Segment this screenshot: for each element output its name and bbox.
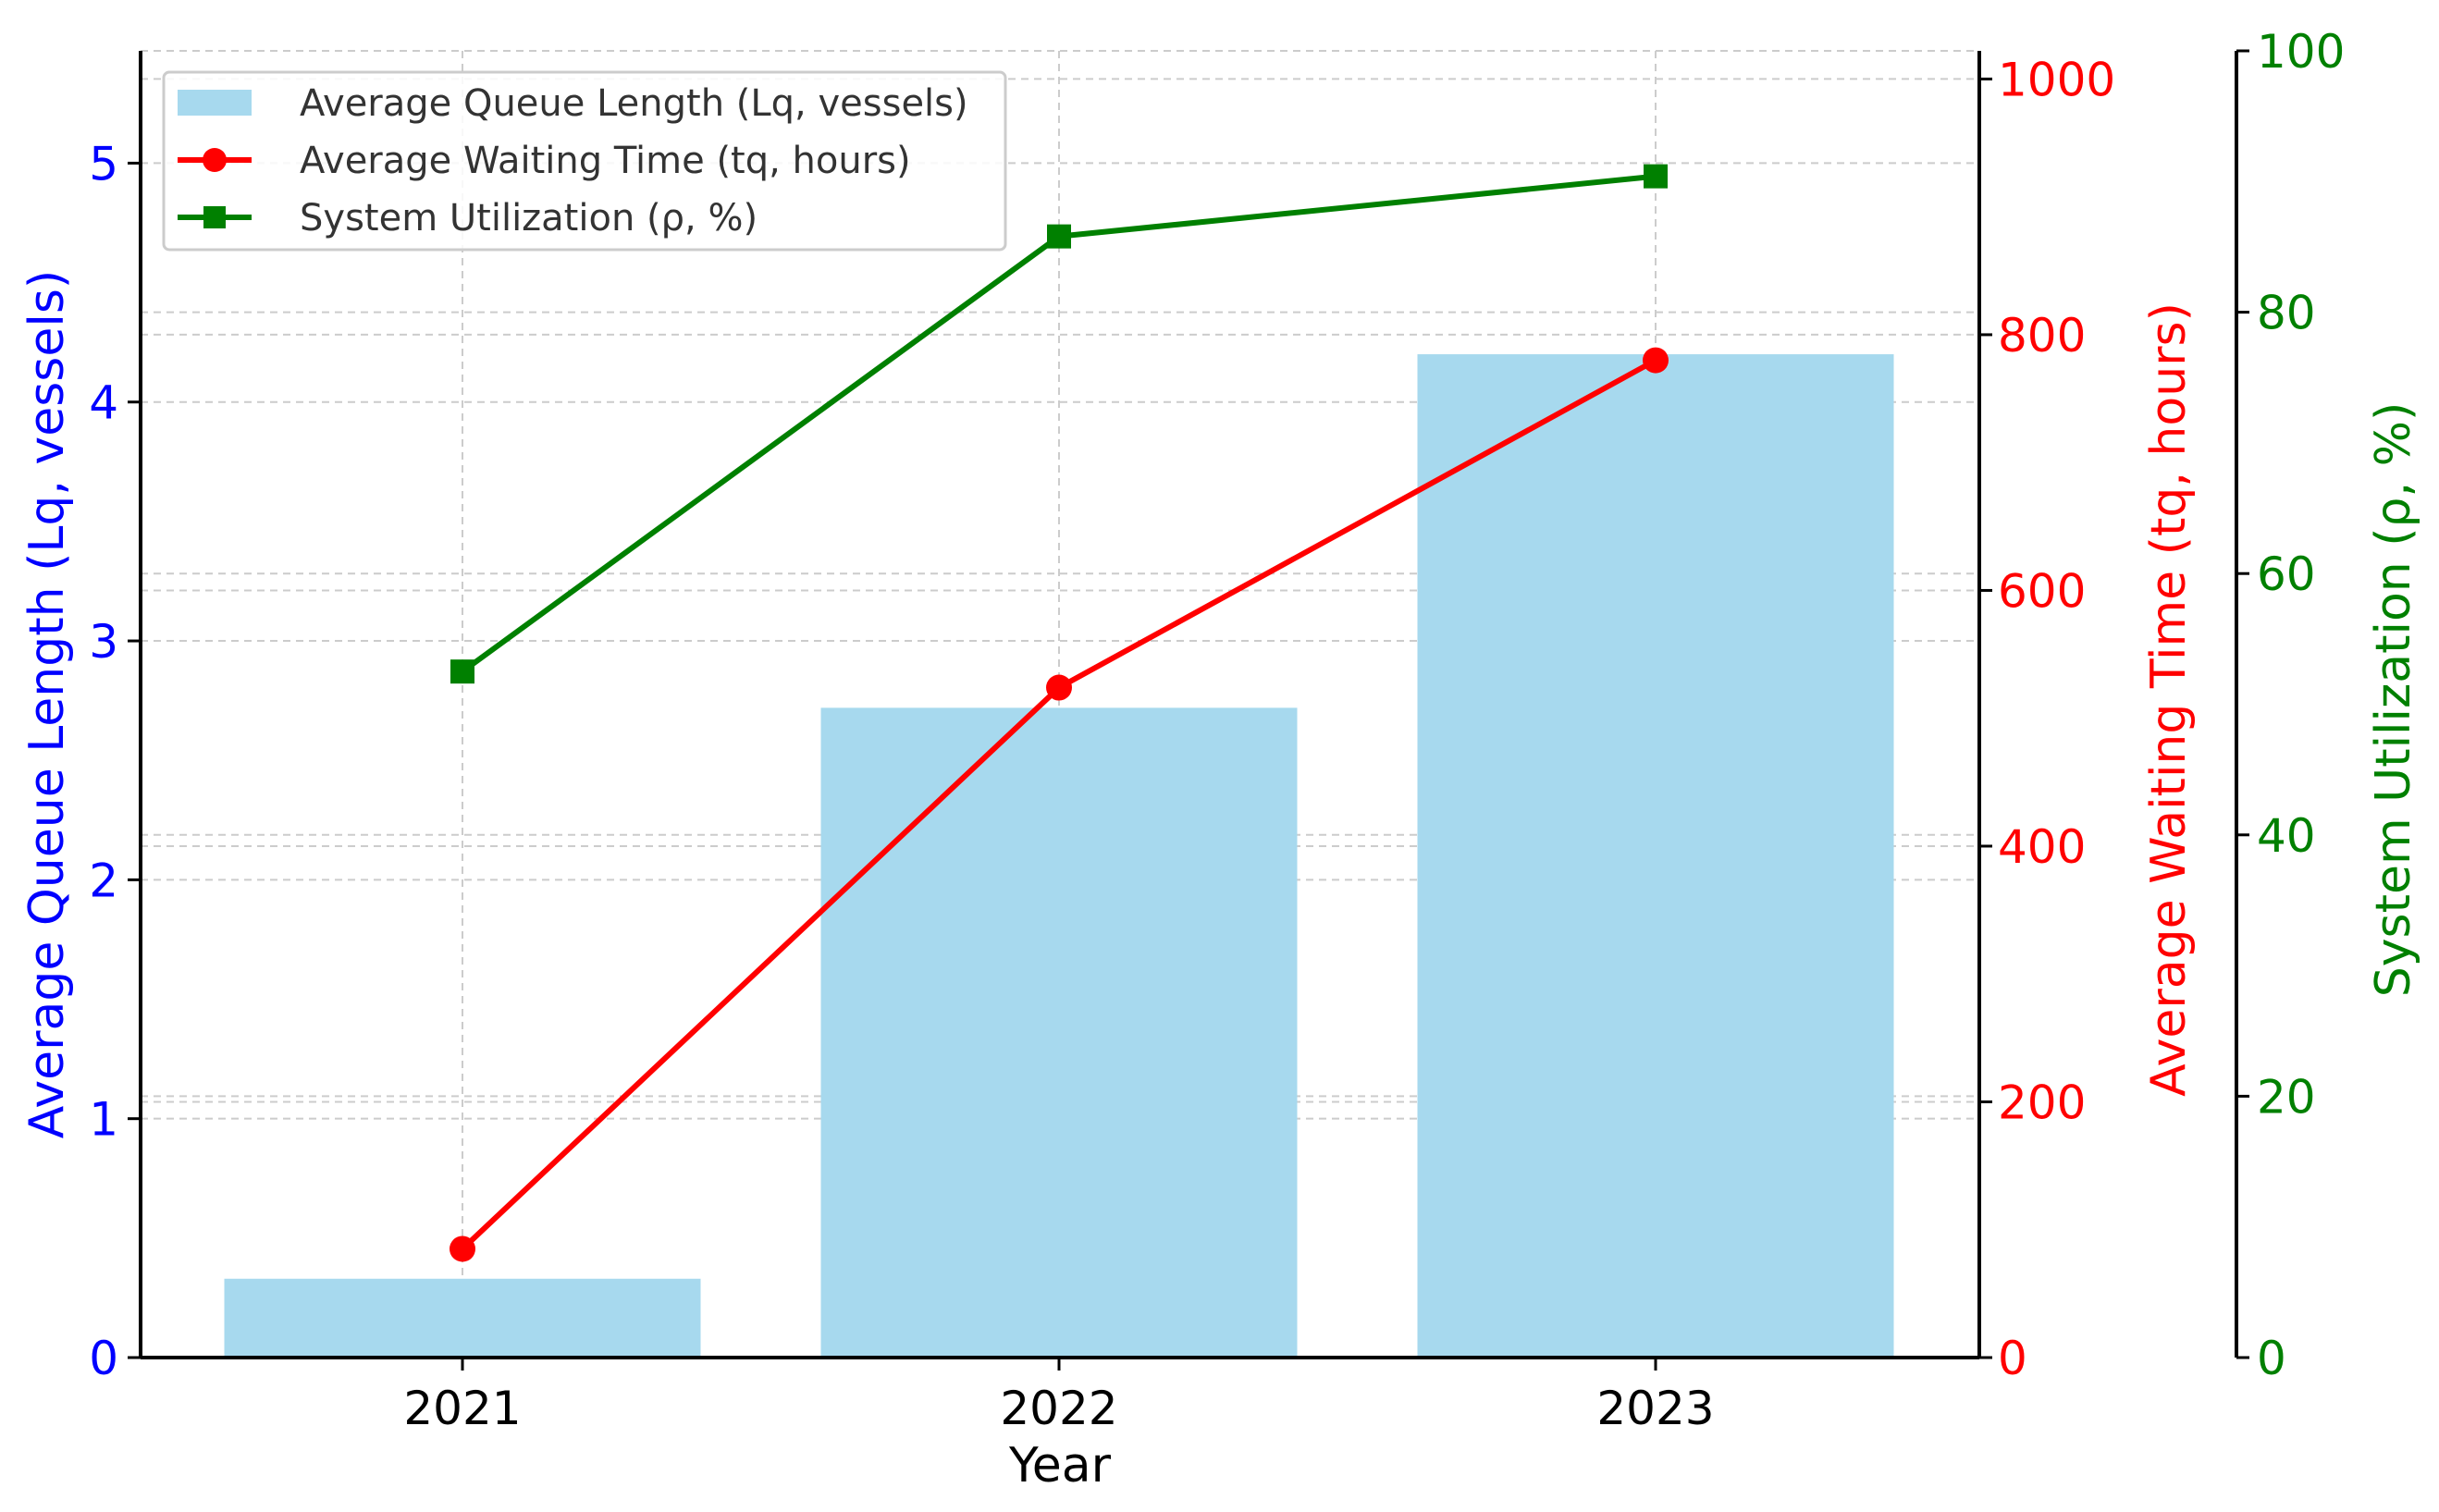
right-axis-tick-label: 600 xyxy=(1998,564,2086,618)
bar-2023 xyxy=(1417,354,1894,1358)
left-axis-tick-label: 3 xyxy=(89,615,118,669)
bar-2021 xyxy=(224,1278,701,1358)
point-waiting-time-2021 xyxy=(450,1235,475,1262)
legend-entry-label: Average Waiting Time (tq, hours) xyxy=(300,140,911,182)
legend-swatch-bar xyxy=(178,90,252,116)
legend-entry-label: System Utilization (ρ, %) xyxy=(300,197,758,240)
second-right-axis-tick-label: 20 xyxy=(2257,1070,2316,1124)
x-axis-tick-label: 2023 xyxy=(1596,1382,1714,1435)
second-right-axis-tick-label: 80 xyxy=(2257,287,2316,340)
second-right-axis-tick-label: 60 xyxy=(2257,547,2316,601)
line-series xyxy=(450,164,1669,1262)
left-axis-tick-label: 0 xyxy=(89,1332,118,1385)
left-axis-tick-label: 2 xyxy=(89,854,118,907)
second-right-axis-label: System Utilization (ρ, %) xyxy=(2366,402,2421,998)
legend-entry-label: Average Queue Length (Lq, vessels) xyxy=(300,82,968,125)
right-axis-tick-label: 0 xyxy=(1998,1332,2027,1385)
second-right-axis-tick-label: 100 xyxy=(2257,25,2345,79)
x-axis-tick-label: 2022 xyxy=(1000,1382,1117,1435)
left-axis-tick-label: 1 xyxy=(89,1093,118,1147)
axes: 0 1 2 3 4 5 0 200 400 600 800 1000 0 20 40 60 80 100 2021 2… xyxy=(19,25,2421,1494)
left-axis-tick-label: 4 xyxy=(89,376,118,430)
right-axis-tick-label: 400 xyxy=(1998,820,2086,874)
legend-swatch-marker xyxy=(203,148,227,172)
point-utilization-2023 xyxy=(1644,164,1668,189)
point-waiting-time-2022 xyxy=(1046,674,1072,701)
point-waiting-time-2023 xyxy=(1643,347,1669,374)
legend: Average Queue Length (Lq, vessels) Averag… xyxy=(162,70,1007,252)
right-axis-tick-label: 800 xyxy=(1998,309,2086,363)
second-right-axis-tick-label: 40 xyxy=(2257,809,2316,863)
right-axis-label: Average Waiting Time (tq, hours) xyxy=(2141,302,2197,1097)
x-axis-label: Year xyxy=(1008,1438,1112,1494)
legend-swatch-marker xyxy=(203,206,226,228)
bar-2022 xyxy=(820,707,1298,1358)
x-axis-tick-label: 2021 xyxy=(403,1382,521,1435)
second-right-axis-tick-label: 0 xyxy=(2257,1332,2286,1385)
bar-series xyxy=(224,354,1894,1358)
left-axis-label: Average Queue Length (Lq, vessels) xyxy=(19,270,75,1138)
right-axis-tick-label: 200 xyxy=(1998,1076,2086,1129)
point-utilization-2021 xyxy=(450,659,474,684)
legend-box xyxy=(162,70,1007,252)
right-axis-tick-label: 1000 xyxy=(1998,53,2115,106)
point-utilization-2022 xyxy=(1047,224,1071,249)
left-axis-tick-label: 5 xyxy=(89,137,118,191)
